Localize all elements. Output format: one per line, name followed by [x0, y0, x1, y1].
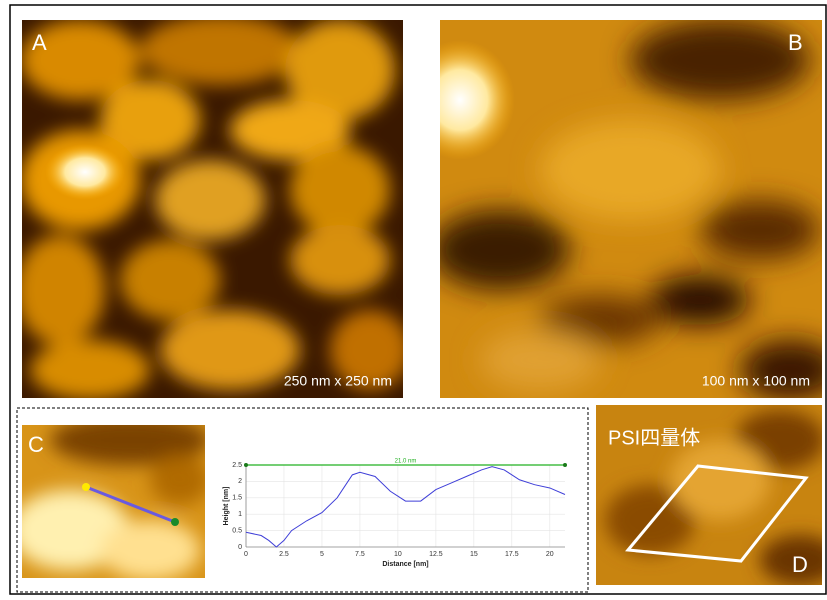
- x-tick-label: 2.5: [279, 551, 289, 558]
- x-tick-label: 12.5: [429, 551, 443, 558]
- afm-image-b: [405, 20, 827, 400]
- measure-end: [244, 463, 248, 467]
- profile-start: [82, 483, 90, 491]
- x-tick-label: 20: [546, 551, 554, 558]
- y-tick-label: 1.5: [232, 495, 242, 502]
- x-tick-label: 17.5: [505, 551, 519, 558]
- scale-label: 250 nm x 250 nm: [284, 373, 392, 389]
- figure: A 250 nm x 250 nm B 100 nm x 100 nm C: [0, 0, 827, 595]
- scale-label: 100 nm x 100 nm: [702, 373, 810, 389]
- y-tick-label: 1: [238, 511, 242, 518]
- x-tick-label: 10: [394, 551, 402, 558]
- y-tick-label: 2: [238, 478, 242, 485]
- x-tick-label: 0: [244, 551, 248, 558]
- measure-label: 21.0 nm: [395, 459, 417, 465]
- x-tick-label: 15: [470, 551, 478, 558]
- caption: PSI四量体: [608, 426, 700, 449]
- panel-label: B: [788, 30, 803, 55]
- panel-label: C: [28, 432, 44, 457]
- x-tick-label: 7.5: [355, 551, 365, 558]
- measure-end: [563, 463, 567, 467]
- panel-label: D: [792, 552, 808, 577]
- x-axis-label: Distance [nm]: [382, 561, 428, 568]
- y-tick-label: 2.5: [232, 462, 242, 469]
- afm-image-a: [15, 15, 410, 400]
- panel-label: A: [32, 30, 47, 55]
- y-axis-label: Height [nm]: [223, 487, 230, 526]
- y-tick-label: 0: [238, 544, 242, 551]
- line-chart: 0 0.5 1 1.5 2 2.5 0 2.5 5 7.5 10 12.5 15 17.5 20 Distan…: [223, 459, 567, 568]
- data-line: [246, 467, 565, 547]
- profile-end: [171, 518, 179, 526]
- y-tick-label: 0.5: [232, 527, 242, 534]
- x-tick-label: 5: [320, 551, 324, 558]
